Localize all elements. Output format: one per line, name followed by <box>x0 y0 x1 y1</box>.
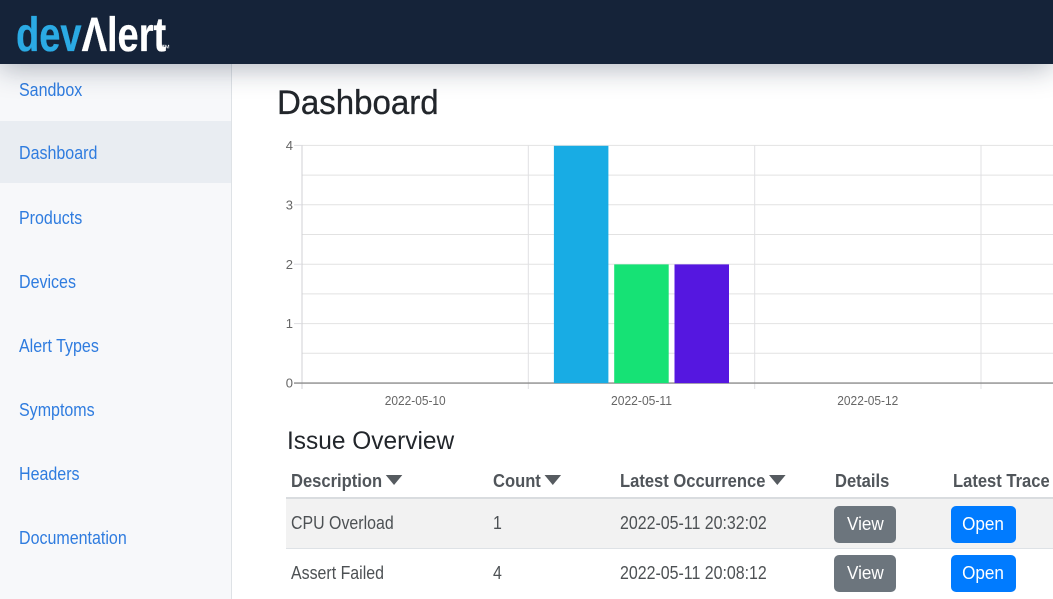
svg-text:2: 2 <box>286 257 293 272</box>
svg-text:2022-05-10: 2022-05-10 <box>385 393 446 408</box>
svg-text:3: 3 <box>286 197 293 212</box>
svg-text:2022-05-12: 2022-05-12 <box>837 393 898 408</box>
svg-text:0: 0 <box>286 376 293 391</box>
svg-text:2022-05-11: 2022-05-11 <box>611 393 672 408</box>
svg-text:4: 4 <box>286 138 293 153</box>
svg-text:1: 1 <box>286 316 293 331</box>
